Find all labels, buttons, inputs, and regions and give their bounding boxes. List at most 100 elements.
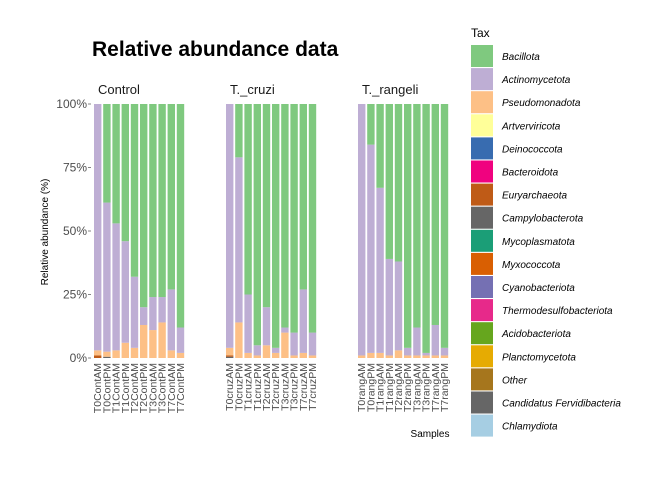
bar-segment: [431, 104, 439, 325]
legend-key: [471, 299, 493, 322]
bar-segment: [376, 187, 384, 353]
stacked-bar: [299, 104, 307, 358]
bar-segment: [94, 350, 102, 356]
bar-segment: [262, 345, 271, 358]
x-tick-label: T7cruzPM: [307, 363, 319, 411]
stacked-bar: [235, 104, 243, 358]
bar-segment: [253, 345, 261, 356]
bar-segment: [158, 297, 166, 323]
x-tick-label: T3cruzPM: [289, 363, 301, 411]
stacked-bar: [358, 104, 366, 358]
bar-segment: [440, 104, 449, 348]
stacked-bar: [176, 104, 185, 358]
legend-item: Deinococcota: [471, 137, 563, 160]
y-tick-label: 50%: [63, 224, 87, 238]
x-tick-label: T1cruzPM: [252, 363, 264, 411]
legend-label: Thermodesulfobacteriota: [502, 306, 613, 317]
stacked-bar: [440, 104, 449, 358]
x-tick-label: T7cruzAM: [298, 363, 310, 411]
bar-segment: [367, 104, 375, 145]
legend-label: Pseudomonadota: [502, 98, 581, 109]
bar-segment: [149, 330, 157, 358]
x-tick-label: T0cruzAM: [224, 363, 236, 411]
legend-label: Deinococcota: [502, 144, 563, 155]
x-tick-label: T3ContPM: [157, 363, 169, 413]
bar-segment: [262, 307, 271, 346]
legend-item: Cyanobacteriota: [471, 276, 575, 298]
x-tick-label: T2cruzPM: [270, 363, 282, 411]
bar-segment: [440, 355, 449, 358]
x-tick-label: T1rangPM: [384, 363, 396, 412]
bar-segment: [176, 104, 185, 328]
x-tick-label: T1cruzAM: [243, 363, 255, 411]
bar-segment: [290, 104, 298, 333]
bar-segment: [308, 332, 317, 356]
bar-segment: [235, 157, 243, 323]
legend-key: [471, 345, 493, 368]
bar-segment: [385, 258, 393, 356]
legend-key: [471, 229, 493, 252]
legend-key: [471, 276, 493, 298]
legend-label: Campylobacterota: [502, 214, 584, 225]
bar-segment: [121, 104, 129, 242]
stacked-bar: [422, 104, 430, 358]
bar-segment: [130, 347, 139, 358]
bar-segment: [158, 322, 166, 358]
legend-label: Chlamydiota: [502, 422, 558, 433]
bar-segment: [272, 104, 280, 348]
legend-item: Euryarchaeota: [471, 183, 567, 206]
stacked-bar: [94, 104, 102, 358]
stacked-bar: [308, 104, 317, 358]
x-tick-label: T0cruzPM: [233, 363, 245, 411]
bar-segment: [290, 332, 298, 356]
legend-key: [471, 137, 493, 160]
legend-label: Acidobacteriota: [501, 329, 571, 340]
bar-segment: [226, 356, 234, 358]
bar-segment: [149, 104, 157, 298]
x-tick-label: T3ContAM: [147, 363, 159, 413]
stacked-bar: [167, 104, 175, 358]
legend-key: [471, 391, 493, 414]
stacked-bar: [149, 104, 157, 358]
x-tick-label: T1ContAM: [111, 363, 123, 413]
x-tick-label: T0ContAM: [92, 363, 104, 413]
bar-segment: [149, 297, 157, 331]
x-tick-label: T2rangAM: [393, 363, 405, 412]
stacked-bar: [112, 104, 120, 358]
legend-key: [471, 160, 493, 183]
bar-segment: [431, 324, 439, 356]
x-tick-label: T1rangAM: [375, 363, 387, 412]
bar-segment: [299, 104, 307, 290]
legend-item: Chlamydiota: [471, 414, 558, 437]
stacked-bar: [244, 104, 252, 358]
x-axis-label: Samples: [411, 429, 450, 440]
bar-segment: [308, 355, 317, 358]
bar-segment: [358, 104, 366, 356]
legend-key: [471, 114, 493, 137]
facet-label: T._rangeli: [362, 82, 418, 97]
bar-segment: [235, 104, 243, 158]
bar-segment: [299, 289, 307, 353]
x-tick-label: T1ContPM: [120, 363, 132, 413]
stacked-bar: [385, 104, 393, 358]
facet-panel: T._rangeli T0rangAMT0rangPMT1rangAMT1rang…: [356, 82, 451, 412]
legend-item: Bacillota: [471, 45, 540, 67]
bar-segment: [103, 202, 111, 352]
bar-segment: [404, 355, 412, 358]
bar-segment: [103, 356, 111, 358]
legend-key: [471, 68, 493, 91]
bar-segment: [94, 355, 102, 358]
legend-label: Myxococcota: [502, 260, 561, 271]
legend-item: Artverviricota: [471, 114, 561, 137]
bar-segment: [394, 350, 403, 358]
stacked-bar: [376, 104, 384, 358]
stacked-bar: [431, 104, 439, 358]
bar-segment: [404, 347, 412, 356]
bar-segment: [281, 327, 289, 333]
stacked-bar: [272, 104, 280, 358]
facet-panel: T._cruzi T0cruzAMT0cruzPMT1cruzAMT1cruzPM…: [224, 82, 319, 411]
bar-segment: [130, 104, 139, 277]
legend: Tax Bacillota Actinomycetota Pseudomonadot…: [471, 26, 621, 437]
bar-segment: [404, 104, 412, 348]
